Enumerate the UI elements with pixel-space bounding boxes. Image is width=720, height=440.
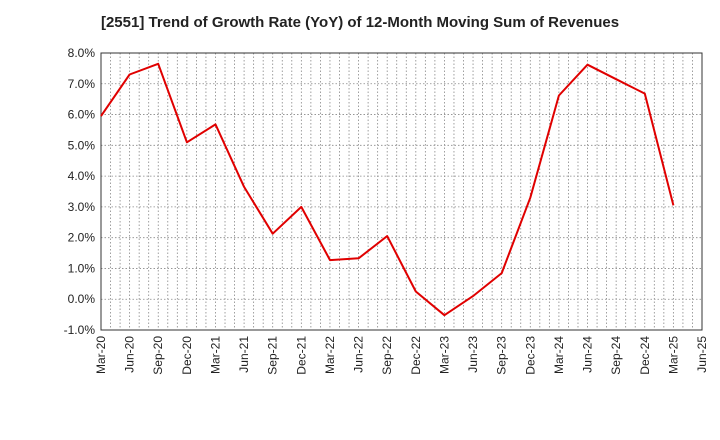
grid-lines [101,53,702,330]
x-tick-label: Mar-24 [552,336,566,374]
y-tick-label: 5.0% [68,138,96,152]
series-line [100,62,675,317]
x-tick-label: Dec-24 [638,336,652,375]
y-tick-label: 8.0% [68,46,96,60]
chart-title: [2551] Trend of Growth Rate (YoY) of 12-… [100,14,620,31]
series-layer [100,62,675,317]
x-tick-label: Mar-23 [437,336,451,374]
x-tick-label: Jun-23 [466,336,480,373]
x-tick-label: Jun-25 [695,336,709,373]
x-tick-label: Jun-20 [123,336,137,373]
y-tick-label: 2.0% [68,231,96,245]
y-tick-label: 4.0% [68,169,96,183]
x-axis-ticks: Mar-20 Jun-20 Sep-20 Dec-20 Mar-21 Jun-21 Sep-… [94,336,709,375]
x-tick-label: Jun-22 [352,336,366,373]
x-tick-label: Sep-23 [495,336,509,375]
y-tick-label: 0.0% [68,292,96,306]
y-tick-label: 6.0% [68,108,96,122]
x-tick-label: Sep-21 [266,336,280,375]
x-tick-label: Mar-21 [208,336,222,374]
y-tick-label: 3.0% [68,200,96,214]
x-tick-label: Dec-21 [294,336,308,375]
y-tick-label: 7.0% [68,77,96,91]
x-tick-label: Sep-22 [380,336,394,375]
y-tick-label: 1.0% [68,261,96,275]
x-tick-label: Jun-24 [581,336,595,373]
x-tick-label: Sep-20 [151,336,165,375]
x-tick-label: Mar-25 [666,336,680,374]
x-tick-label: Jun-21 [237,336,251,373]
plot-area-frame [100,52,703,331]
y-tick-label: -1.0% [64,323,96,337]
x-tick-label: Dec-22 [409,336,423,375]
x-tick-label: Sep-24 [609,336,623,375]
y-axis-ticks: -1.0% 0.0% 1.0% 2.0% 3.0% 4.0% 5.0% 6.0% 7.0% 8.0… [64,46,96,337]
x-tick-label: Mar-22 [323,336,337,374]
x-tick-label: Dec-20 [180,336,194,375]
x-tick-label: Dec-23 [523,336,537,375]
x-tick-label: Mar-20 [94,336,108,374]
